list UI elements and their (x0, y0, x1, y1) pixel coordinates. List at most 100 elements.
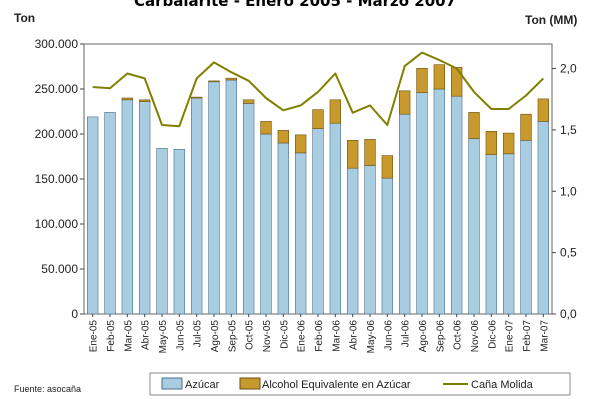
y-right-tick-label: 0,0 (560, 307, 577, 321)
x-tick-label: Ene-06 (297, 320, 308, 353)
x-tick-label: Mar-07 (539, 320, 550, 352)
x-tick-label: Sep-05 (227, 320, 238, 353)
bar-alcohol (416, 68, 428, 93)
bar-azucar (329, 122, 342, 315)
bar-azucar (294, 152, 307, 315)
bar-azucar (173, 149, 186, 315)
x-tick-label: Dic-05 (279, 320, 290, 349)
y-left-tick-label: 150.000 (35, 172, 79, 186)
x-tick-label: Mar-05 (123, 320, 134, 352)
bar-azucar (121, 99, 134, 315)
line-cana-molida (92, 51, 545, 128)
bar-alcohol (277, 130, 290, 144)
x-tick-label: Sep-06 (435, 320, 446, 353)
bar-alcohol (138, 99, 151, 102)
bar-alcohol (346, 140, 359, 169)
x-tick-label: Jul-05 (193, 320, 204, 348)
y-left-tick-label: 200.000 (35, 127, 79, 141)
x-tick-label: Ene-07 (505, 320, 516, 353)
bar-alcohol (121, 97, 134, 101)
x-tick-label: Ago-06 (418, 320, 429, 353)
legend-label-alcohol: Alcohol Equivalente en Azúcar (262, 379, 411, 391)
legend-label-cana: Caña Molida (471, 379, 534, 391)
y-right-tick-label: 1,0 (560, 184, 577, 198)
bar-alcohol (364, 139, 376, 166)
x-tick-label: Feb-07 (522, 320, 533, 352)
x-tick-label: Ago-05 (210, 320, 221, 353)
x-tick-label: Jul-06 (401, 320, 412, 348)
bar-azucar (398, 113, 411, 315)
bar-azucar (381, 177, 394, 315)
bar-azucar (433, 88, 446, 315)
bar-alcohol (312, 109, 324, 129)
x-tick-label: May-05 (158, 320, 169, 354)
y-right-tick-label: 1,5 (560, 123, 577, 137)
bar-azucar (450, 95, 463, 315)
legend: Azúcar Alcohol Equivalente en Azúcar Cañ… (149, 372, 571, 396)
bar-alcohol (242, 99, 255, 104)
bar-azucar (416, 92, 428, 315)
x-tick-label: Feb-05 (106, 320, 117, 352)
x-tick-label: Ene-05 (89, 320, 100, 353)
bar-alcohol (502, 132, 515, 155)
bar-azucar (520, 140, 532, 315)
source-note: Fuente: asocaña (14, 384, 81, 394)
bar-alcohol (450, 67, 463, 97)
y-left-tick-label: 250.000 (35, 82, 79, 96)
bar-alcohol (381, 155, 394, 179)
x-tick-label: Nov-06 (470, 320, 481, 353)
y-left-unit-label: Ton (14, 11, 35, 25)
y-right-unit-label: Ton (MM) (525, 13, 577, 27)
plot-area: 0 50.000 100.000 150.000 200.000 250.000 300.0… (35, 37, 577, 353)
bar-alcohol (294, 134, 307, 154)
bar-azucar (242, 103, 255, 315)
legend-swatch-azucar (161, 377, 183, 390)
bar-azucar (468, 138, 480, 315)
bar-azucar (485, 154, 498, 315)
bar-azucar (104, 112, 116, 315)
bar-azucar (156, 148, 168, 315)
bar-azucar (277, 142, 290, 315)
x-tick-label: Jun-05 (175, 320, 186, 351)
y-left-tick-label: 0 (71, 307, 78, 321)
y-right-tick-label: 0,5 (560, 246, 577, 260)
bar-azucar (138, 101, 151, 315)
x-tick-label: Feb-06 (314, 320, 325, 352)
bar-azucar (346, 167, 359, 315)
bar-alcohol (329, 99, 342, 124)
legend-label-azucar: Azúcar (185, 379, 220, 391)
bar-alcohol (537, 98, 550, 122)
bar-azucar (225, 79, 238, 315)
bar-azucar (190, 97, 203, 315)
x-tick-label: Abr-06 (349, 320, 360, 350)
bar-azucar (260, 133, 272, 315)
bar-azucar (364, 165, 376, 315)
bar-azucar (502, 153, 515, 315)
bar-alcohol (520, 113, 532, 141)
bar-azucar (537, 121, 550, 315)
x-tick-label: Mar-06 (331, 320, 342, 352)
y-left-tick-label: 300.000 (35, 37, 79, 51)
x-tick-label: Nov-05 (262, 320, 273, 353)
bar-azucar (86, 116, 99, 315)
x-tick-label: May-06 (366, 320, 377, 354)
x-tick-label: Oct-06 (453, 320, 464, 350)
x-tick-label: Dic-06 (487, 320, 498, 349)
bar-azucar (312, 128, 324, 315)
y-left-tick-label: 50.000 (41, 262, 78, 276)
chart-title: Carbalarite - Enero 2005 - Marzo 2007 (134, 0, 456, 10)
bar-alcohol (468, 112, 480, 139)
bar-alcohol (190, 96, 203, 99)
y-right-tick-label: 2,0 (560, 62, 577, 76)
bar-azucar (208, 81, 220, 315)
bar-alcohol (225, 77, 238, 81)
x-tick-label: Abr-05 (141, 320, 152, 350)
legend-swatch-alcohol (239, 377, 261, 390)
x-tick-label: Jun-06 (383, 320, 394, 351)
bar-alcohol (208, 80, 220, 83)
bar-alcohol (485, 131, 498, 156)
bar-alcohol (433, 64, 446, 90)
bar-alcohol (398, 90, 411, 115)
x-tick-label: Oct-05 (245, 320, 256, 350)
